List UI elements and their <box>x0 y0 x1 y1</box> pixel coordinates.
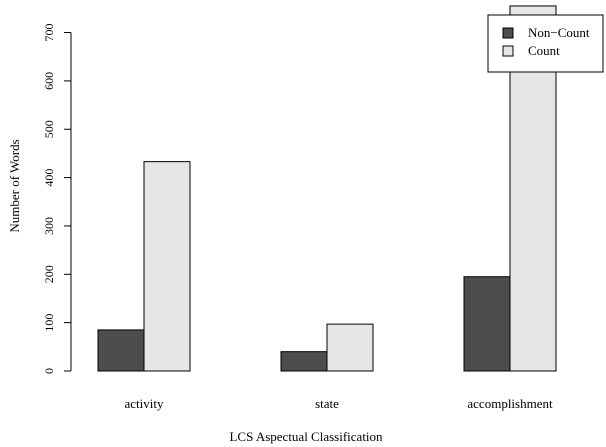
legend-label-non-count: Non−Count <box>528 25 590 40</box>
y-tick-label: 500 <box>42 120 56 138</box>
legend: Non−Count Count <box>487 14 604 73</box>
y-tick-label: 400 <box>42 169 56 187</box>
y-axis: 0 100 200 300 400 500 600 700 <box>42 24 72 374</box>
legend-label-count: Count <box>528 43 560 58</box>
x-tick-label: activity <box>125 396 164 411</box>
y-tick-label: 700 <box>42 24 56 42</box>
x-axis-label: LCS Aspectual Classification <box>229 429 383 444</box>
bar-activity-non-count <box>97 329 145 372</box>
x-axis-tick-labels: activitystateaccomplishmentachievement <box>125 396 553 411</box>
legend-swatch-non-count <box>502 27 514 39</box>
bar-accomplishment-non-count <box>463 276 511 372</box>
legend-swatch-count <box>502 45 514 57</box>
y-tick-label: 100 <box>42 314 56 332</box>
legend-box <box>487 14 604 73</box>
bar-state-non-count <box>280 351 328 372</box>
y-tick-label: 200 <box>42 265 56 283</box>
y-axis-label: Number of Words <box>7 139 22 232</box>
y-tick-label: 600 <box>42 72 56 90</box>
bar-state-count <box>326 323 374 372</box>
x-tick-label: accomplishment <box>467 396 553 411</box>
bar-activity-count <box>143 161 191 372</box>
y-tick-label: 0 <box>42 368 56 374</box>
x-tick-label: state <box>315 396 339 411</box>
y-tick-label: 300 <box>42 217 56 235</box>
